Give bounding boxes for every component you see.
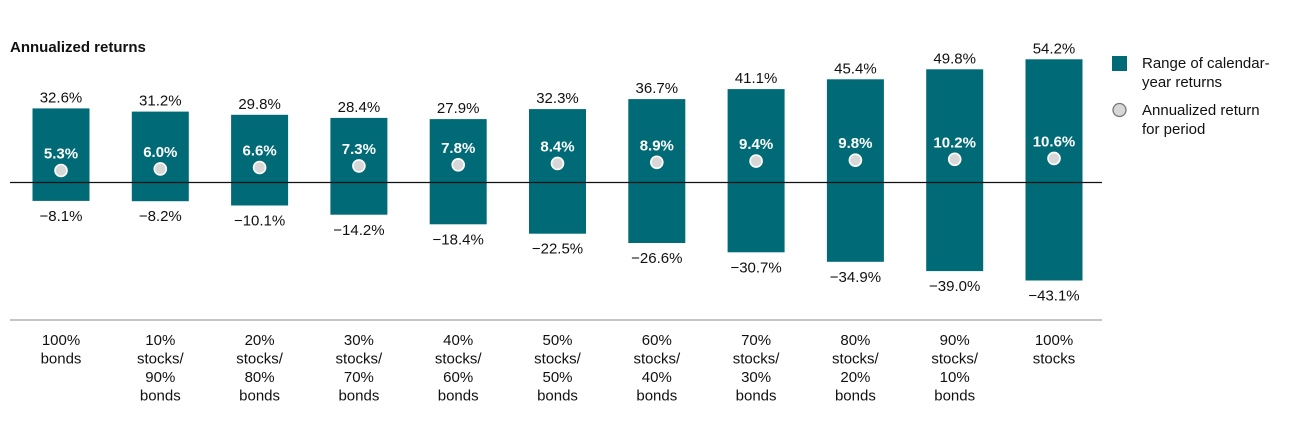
high-label-4: 27.9% (437, 100, 480, 117)
markers-layer (54, 151, 1061, 178)
annualized-return-marker-4 (451, 158, 466, 172)
range-bar-0 (32, 108, 90, 201)
annualized-return-marker-9 (947, 152, 962, 167)
low-label-8: −34.9% (830, 269, 881, 286)
annualized-return-marker-3 (352, 159, 366, 173)
chart-title: Annualized returns (10, 39, 146, 56)
range-bar-6 (628, 99, 686, 243)
low-label-3: −14.2% (333, 222, 384, 239)
legend-label-0: Range of calendar-year returns (1142, 55, 1270, 91)
low-label-9: −39.0% (929, 278, 980, 295)
annualized-return-marker-2 (252, 160, 267, 175)
high-label-7: 41.1% (735, 70, 778, 87)
low-label-5: −22.5% (532, 241, 583, 258)
annualized-return-marker-5 (550, 156, 565, 171)
annualized-return-label-9: 10.2% (933, 134, 976, 151)
bars-layer (32, 59, 1083, 281)
category-label-2: 20% stocks/80% bonds (236, 332, 284, 405)
category-label-10: 100% stocks (1033, 332, 1076, 368)
low-label-0: −8.1% (40, 208, 83, 225)
range-bar-8 (826, 79, 884, 262)
annualized-return-label-2: 6.6% (242, 143, 276, 160)
annualized-return-label-8: 9.8% (838, 135, 872, 152)
annualized-return-label-10: 10.6% (1033, 133, 1076, 150)
annualized-return-label-0: 5.3% (44, 146, 78, 163)
high-label-6: 36.7% (636, 80, 679, 97)
annualized-return-marker-7 (749, 154, 763, 168)
annualized-return-marker-8 (848, 153, 863, 167)
annualized-return-label-4: 7.8% (441, 140, 475, 157)
category-label-7: 70% stocks/30% bonds (733, 332, 781, 405)
category-label-1: 10% stocks/90% bonds (137, 332, 185, 405)
range-bar-5 (529, 109, 586, 234)
range-bar-7 (727, 89, 785, 253)
range-bar-1 (131, 111, 189, 202)
legend-annualized-marker (1112, 102, 1127, 118)
category-label-0: 100% bonds (41, 332, 82, 368)
annualized-return-marker-0 (54, 163, 68, 178)
range-bar-4 (429, 119, 487, 225)
low-label-2: −10.1% (234, 213, 285, 230)
range-bar-9 (926, 69, 984, 272)
low-label-1: −8.2% (139, 208, 182, 225)
legend-range-swatch (1112, 56, 1127, 71)
annualized-return-marker-6 (649, 155, 664, 170)
high-label-8: 45.4% (834, 60, 877, 77)
category-label-3: 30% stocks/70% bonds (336, 332, 384, 405)
high-label-9: 49.8% (933, 50, 976, 67)
annualized-return-label-3: 7.3% (342, 141, 376, 158)
high-label-10: 54.2% (1033, 40, 1076, 57)
low-label-10: −43.1% (1028, 288, 1079, 305)
annualized-return-label-1: 6.0% (143, 144, 177, 161)
range-bar-10 (1025, 59, 1083, 281)
category-label-4: 40% stocks/60% bonds (435, 332, 483, 405)
legend-label-1: Annualized return for period (1142, 102, 1260, 138)
low-label-6: −26.6% (631, 250, 682, 267)
categories-layer: 100% bonds 10% stocks/90% bonds 20% stocks/80%… (41, 332, 1076, 405)
category-label-8: 80% stocks/20% bonds (832, 332, 880, 405)
category-label-6: 60% stocks/40% bonds (633, 332, 681, 405)
annualized-return-marker-10 (1047, 151, 1061, 166)
labels-layer: 32.6% −8.1% 5.3% 31.2% −8.2% 6.0% 29.8% −10.1% 6… (40, 40, 1080, 304)
annualized-return-label-7: 9.4% (739, 136, 773, 153)
annualized-return-marker-1 (153, 162, 168, 176)
legend: Range of calendar-year returns Annualized… (1112, 55, 1270, 138)
low-label-7: −30.7% (730, 259, 781, 276)
high-label-3: 28.4% (338, 99, 381, 116)
high-label-5: 32.3% (536, 90, 579, 107)
high-label-1: 31.2% (139, 93, 182, 110)
category-label-5: 50% stocks/50% bonds (534, 332, 582, 405)
high-label-2: 29.8% (238, 96, 281, 113)
low-label-4: −18.4% (433, 231, 484, 248)
category-label-9: 90% stocks/10% bonds (931, 332, 979, 405)
range-bar-2 (231, 114, 289, 206)
annualized-return-label-6: 8.9% (640, 137, 674, 154)
high-label-0: 32.6% (40, 89, 83, 106)
annualized-return-label-5: 8.4% (540, 138, 574, 155)
